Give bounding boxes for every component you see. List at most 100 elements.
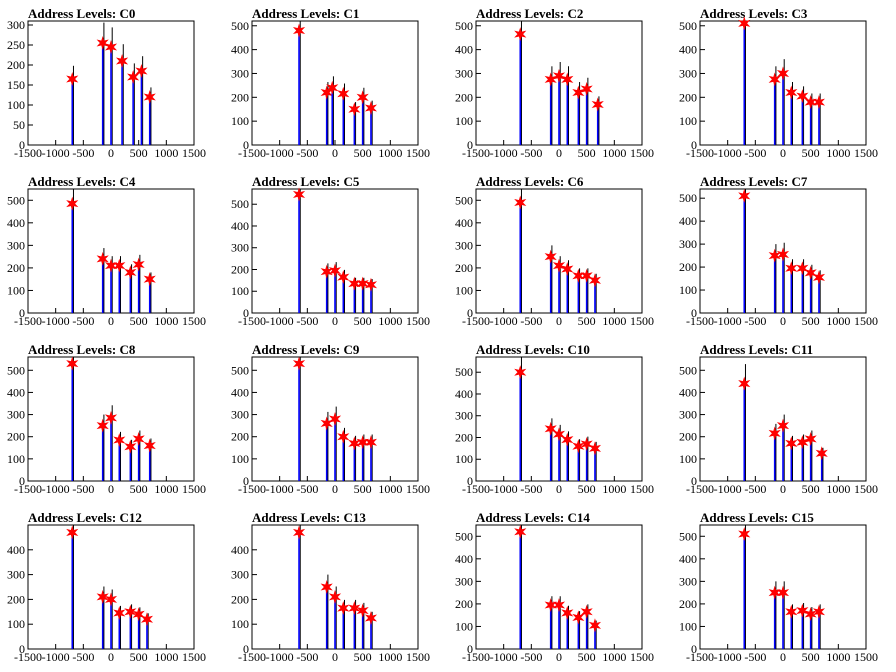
peak-marker bbox=[66, 71, 79, 87]
peak-marker bbox=[812, 270, 826, 285]
histogram-bar bbox=[773, 592, 776, 649]
y-tick-label: 400 bbox=[455, 216, 473, 230]
peak-marker bbox=[591, 97, 604, 112]
histogram-bar bbox=[298, 532, 300, 649]
y-tick-label: 0 bbox=[467, 306, 473, 320]
x-tick-label: -1500 bbox=[238, 314, 266, 328]
histogram-bar bbox=[773, 433, 776, 481]
histogram-bar bbox=[585, 611, 588, 649]
y-tick-label: 400 bbox=[7, 385, 25, 399]
x-tick-label: 1500 bbox=[182, 650, 206, 664]
peak-marker bbox=[292, 525, 306, 540]
x-tick-label: 500 bbox=[578, 650, 596, 664]
y-tick-label: 500 bbox=[7, 363, 25, 377]
peak-marker bbox=[364, 277, 378, 292]
histogram-bar bbox=[577, 617, 580, 649]
x-tick-label: 1000 bbox=[378, 314, 402, 328]
y-tick-label: 500 bbox=[455, 529, 473, 543]
x-tick-label: 500 bbox=[802, 650, 820, 664]
x-tick-label: 500 bbox=[578, 146, 596, 160]
histogram-bar bbox=[519, 531, 522, 649]
peak-marker bbox=[738, 16, 751, 31]
chart-panel: Address Levels: C10100200300400500-1500-… bbox=[231, 6, 430, 160]
x-tick-label: 1500 bbox=[182, 482, 206, 496]
chart-title: Address Levels: C15 bbox=[700, 510, 814, 525]
histogram-bar bbox=[137, 438, 140, 481]
histogram-bar bbox=[558, 434, 560, 481]
x-tick-label: -1000 bbox=[42, 482, 70, 496]
x-tick-label: -1500 bbox=[462, 314, 490, 328]
x-tick-label: -1500 bbox=[462, 146, 490, 160]
histogram-bar bbox=[790, 92, 793, 145]
peak-marker bbox=[588, 618, 602, 633]
histogram-bar bbox=[140, 71, 143, 145]
y-tick-label: 500 bbox=[679, 363, 697, 377]
y-tick-label: 200 bbox=[455, 430, 473, 444]
x-tick-label: 1500 bbox=[854, 482, 878, 496]
histogram-bar bbox=[519, 372, 522, 481]
y-tick-label: 400 bbox=[455, 387, 473, 401]
plot-frame bbox=[251, 20, 419, 146]
histogram-bar bbox=[129, 446, 132, 481]
chart-panel: Address Levels: C15 0 100 200 300 400 500 -1500… bbox=[679, 510, 878, 664]
y-tick-label: 300 bbox=[455, 409, 473, 423]
peak-marker bbox=[113, 258, 126, 273]
y-tick-label: 400 bbox=[679, 214, 697, 228]
chart-title: Address Levels: C6 bbox=[476, 174, 584, 189]
peak-marker bbox=[124, 265, 137, 280]
x-tick-label: 1000 bbox=[378, 146, 402, 160]
histogram-bar bbox=[325, 92, 328, 145]
histogram-bar bbox=[342, 93, 345, 145]
y-tick-label: 500 bbox=[455, 193, 473, 207]
histogram-bar bbox=[790, 268, 793, 313]
x-tick-label: 1500 bbox=[406, 482, 430, 496]
y-tick-label: 100 bbox=[231, 617, 249, 631]
histogram-bar bbox=[353, 443, 356, 481]
peak-marker bbox=[738, 376, 751, 391]
x-tick-label: -1500 bbox=[238, 146, 266, 160]
histogram-bar bbox=[101, 425, 104, 481]
histogram-bar bbox=[782, 254, 784, 313]
chart-panel: Address Levels: C0 0 50 100 150 200 250 300 -150… bbox=[7, 6, 206, 160]
y-tick-label: 300 bbox=[455, 574, 473, 588]
peak-marker bbox=[326, 80, 339, 95]
chart-panel: Address Levels: C13 0 100 200 300 400 -1500 -10… bbox=[231, 510, 430, 664]
histogram-bar bbox=[342, 608, 345, 649]
y-tick-label: 500 bbox=[7, 193, 25, 207]
y-tick-label: 500 bbox=[679, 529, 697, 543]
x-tick-label: 1000 bbox=[378, 482, 402, 496]
x-tick-label: 0 bbox=[556, 482, 562, 496]
histogram-bar bbox=[585, 275, 588, 313]
histogram-bar bbox=[782, 425, 784, 481]
x-tick-label: -1500 bbox=[686, 650, 714, 664]
peak-marker bbox=[320, 579, 333, 595]
y-tick-label: 0 bbox=[19, 642, 25, 656]
x-tick-label: 0 bbox=[332, 146, 338, 160]
histogram-bar bbox=[325, 271, 328, 313]
y-tick-label: 300 bbox=[455, 66, 473, 80]
y-tick-label: 200 bbox=[679, 430, 697, 444]
chart-title: Address Levels: C4 bbox=[28, 174, 136, 189]
y-tick-label: 200 bbox=[7, 261, 25, 275]
chart-title: Address Levels: C0 bbox=[28, 6, 135, 21]
chart-title: Address Levels: C12 bbox=[28, 510, 142, 525]
x-tick-label: 0 bbox=[780, 482, 786, 496]
histogram-bar bbox=[334, 419, 336, 481]
histogram-bar bbox=[129, 611, 132, 649]
x-tick-label: -1500 bbox=[14, 146, 42, 160]
y-tick-label: 500 bbox=[231, 19, 249, 33]
histogram-bar bbox=[790, 611, 793, 649]
peak-marker bbox=[552, 258, 566, 273]
y-tick-label: 100 bbox=[679, 114, 697, 128]
y-tick-label: 400 bbox=[679, 552, 697, 566]
chart-panel: Address Levels: C70100200300400500-1500-… bbox=[679, 174, 878, 328]
y-tick-label: 500 bbox=[231, 197, 249, 211]
x-tick-label: -500 bbox=[520, 314, 542, 328]
y-tick-label: 300 bbox=[679, 66, 697, 80]
peak-marker bbox=[348, 102, 361, 117]
histogram-bar bbox=[132, 77, 134, 145]
peak-marker bbox=[66, 525, 79, 540]
histogram-bar bbox=[801, 268, 804, 313]
peak-marker bbox=[561, 605, 574, 620]
